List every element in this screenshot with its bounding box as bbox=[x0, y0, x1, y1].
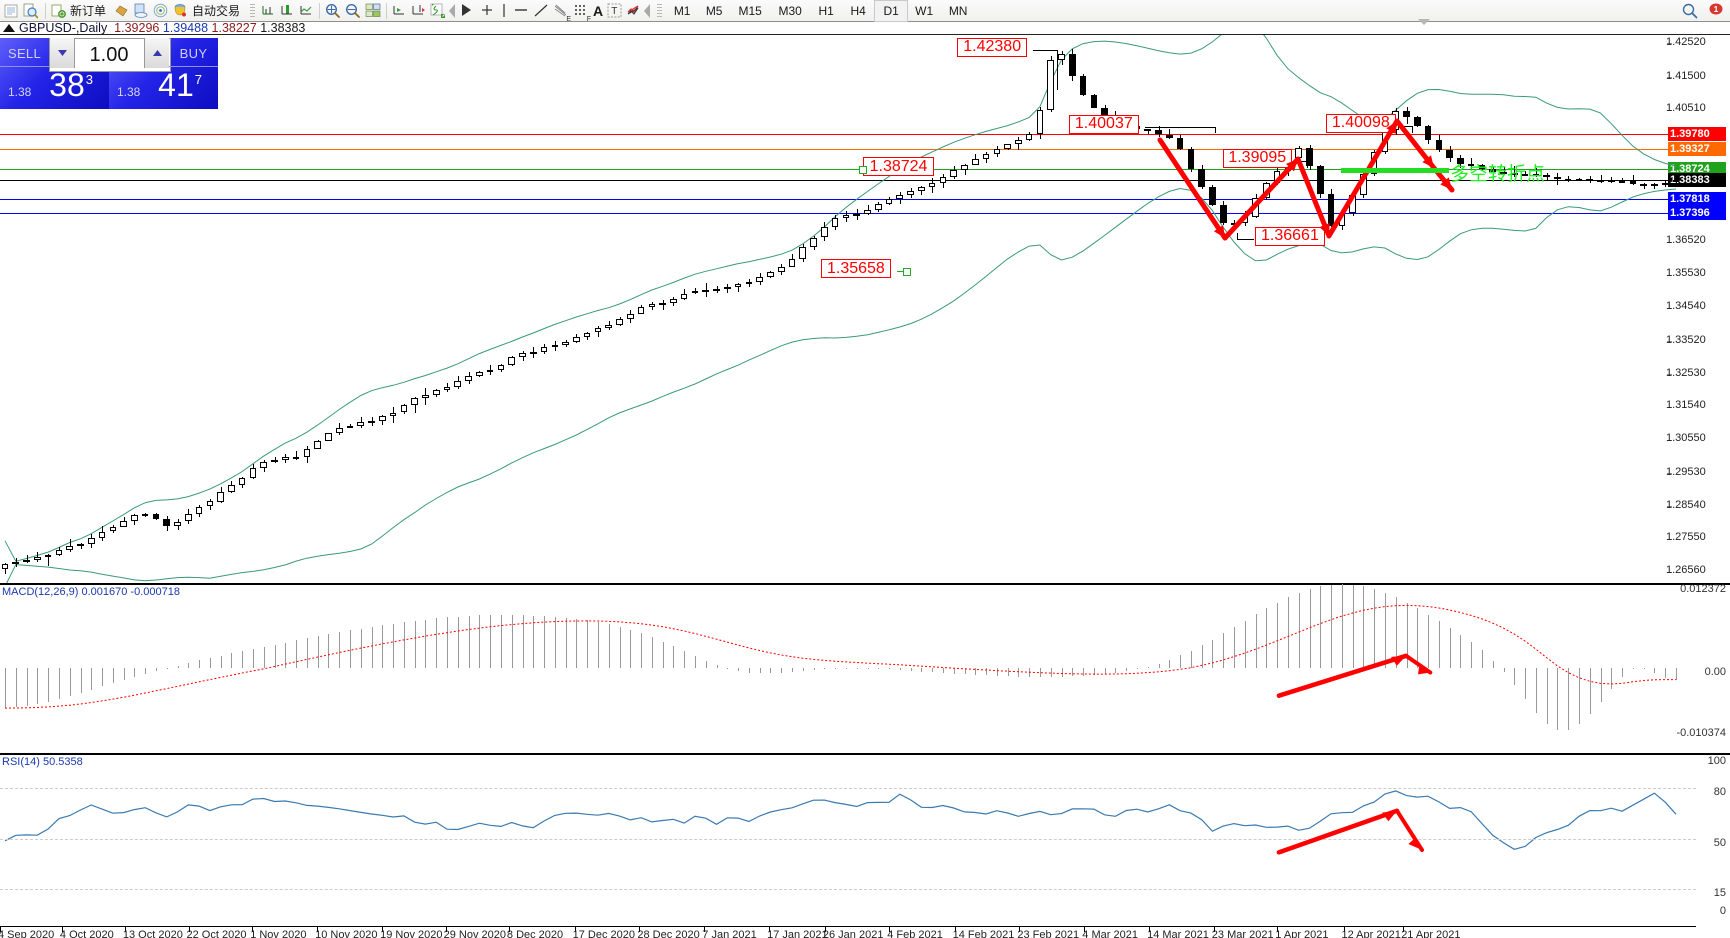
svg-text:1: 1 bbox=[1714, 4, 1719, 14]
svg-text:T: T bbox=[611, 6, 617, 17]
